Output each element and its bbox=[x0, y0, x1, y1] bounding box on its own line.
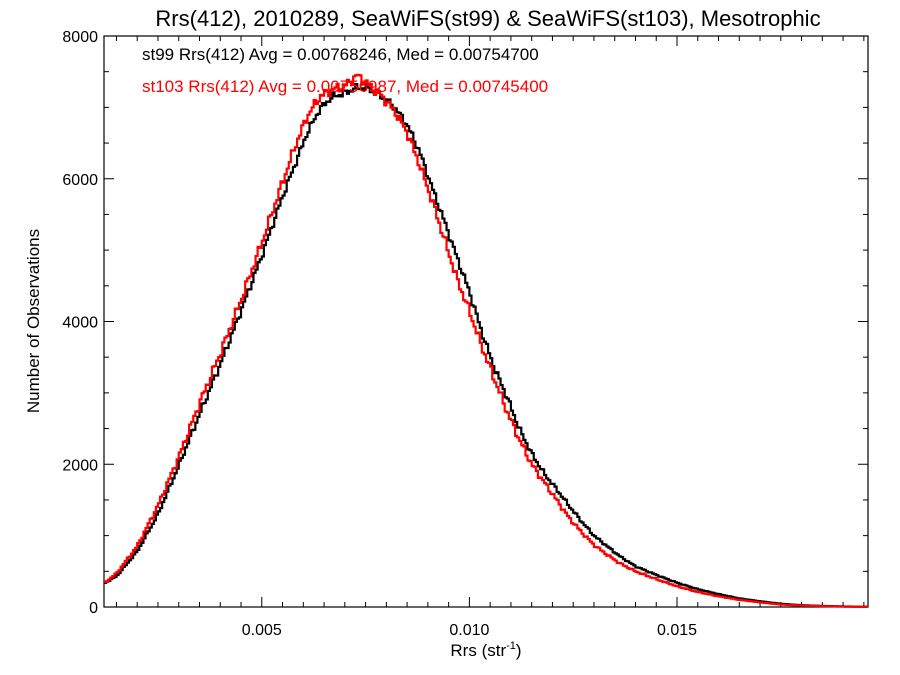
y-ticks: 0 2000 4000 6000 8000 bbox=[62, 29, 868, 617]
x-axis-label: Rrs (str-1) bbox=[450, 640, 521, 660]
x-tick-label: 0.010 bbox=[449, 622, 489, 639]
chart-title: Rrs(412), 2010289, SeaWiFS(st99) & SeaWi… bbox=[155, 6, 820, 31]
x-tick-label: 0.005 bbox=[242, 622, 282, 639]
series-line-st99 bbox=[104, 82, 868, 608]
y-tick-label: 2000 bbox=[62, 457, 98, 474]
x-ticks: 0.005 0.010 0.015 bbox=[115, 36, 865, 639]
x-axis-label-superscript: -1 bbox=[506, 640, 516, 652]
y-tick-label: 6000 bbox=[62, 172, 98, 189]
plot-area: 0.005 0.010 0.015 0 2000 4000 6000 8000 bbox=[62, 29, 869, 639]
y-axis-label: Number of Observations bbox=[24, 229, 43, 413]
x-axis-label-main: Rrs (str bbox=[450, 641, 506, 660]
y-tick-label: 0 bbox=[89, 600, 98, 617]
y-tick-label: 4000 bbox=[62, 315, 98, 332]
series-layer bbox=[104, 73, 868, 608]
legend-entry-st99: st99 Rrs(412) Avg = 0.00768246, Med = 0.… bbox=[142, 45, 539, 64]
plot-frame bbox=[103, 35, 869, 608]
x-axis-label-end: ) bbox=[516, 641, 522, 660]
x-tick-label: 0.015 bbox=[657, 622, 697, 639]
legend-entry-st103: st103 Rrs(412) Avg = 0.00756987, Med = 0… bbox=[142, 77, 548, 96]
series-line-st103 bbox=[104, 73, 868, 608]
legend: st99 Rrs(412) Avg = 0.00768246, Med = 0.… bbox=[142, 45, 548, 96]
y-tick-label: 8000 bbox=[62, 29, 98, 46]
